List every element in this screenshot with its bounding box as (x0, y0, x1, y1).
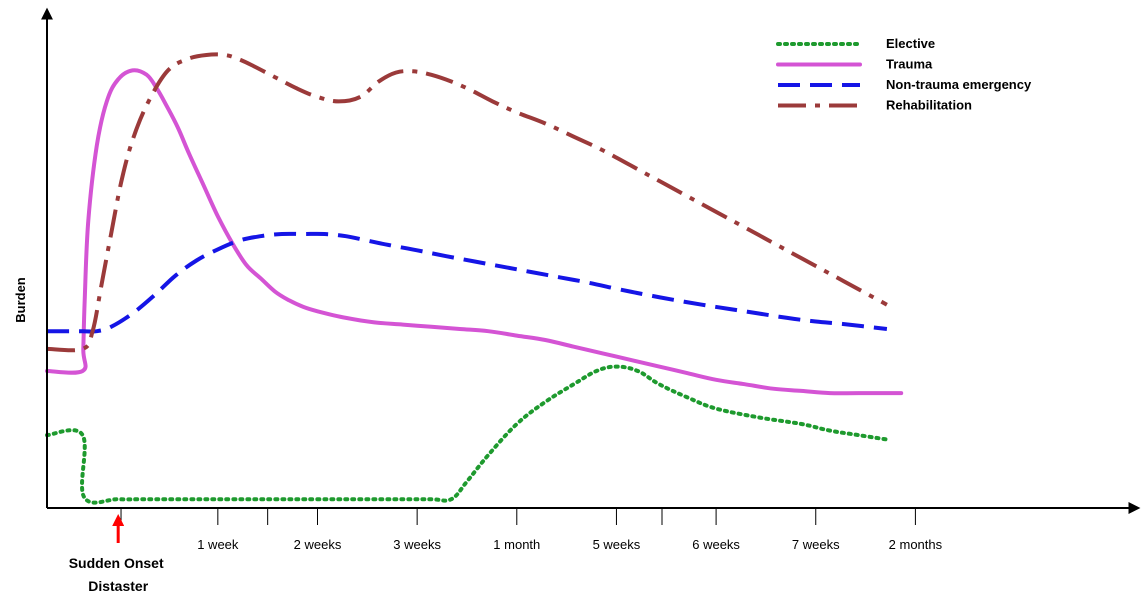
series-line-elective (45, 364, 889, 505)
axes (41, 7, 1141, 514)
x-tick-label-5: 6 weeks (692, 537, 740, 552)
series-line-non-trauma-emergency (47, 231, 888, 334)
series-line-rehabilitation (46, 52, 888, 353)
x-tick-label-0: 1 week (197, 537, 239, 552)
legend-label-trauma: Trauma (886, 57, 933, 72)
x-tick-label-4: 5 weeks (593, 537, 641, 552)
legend-label-non-trauma-emergency: Non-trauma emergency (886, 77, 1032, 92)
x-tick-label-7: 2 months (889, 537, 943, 552)
x-tick-label-6: 7 weeks (792, 537, 840, 552)
x-tick-label-1: 2 weeks (294, 537, 342, 552)
y-axis-title: Burden (13, 277, 28, 323)
annotation-line-2: Distaster (88, 578, 148, 594)
legend-label-elective: Elective (886, 36, 935, 51)
x-ticks: 1 week 2 weeks 3 weeks 1 month 5 weeks 6 week… (120, 508, 943, 552)
x-tick-label-2: 3 weeks (393, 537, 441, 552)
series-layer (45, 52, 904, 505)
disaster-annotation: Sudden Onset Distaster (69, 514, 164, 594)
series-line-trauma (45, 68, 904, 396)
x-tick-label-3: 1 month (493, 537, 540, 552)
legend-label-rehabilitation: Rehabilitation (886, 98, 972, 113)
legend: Elective Trauma Non-trauma emergency Rehabi… (776, 36, 1032, 113)
annotation-line-1: Sudden Onset (69, 555, 164, 571)
